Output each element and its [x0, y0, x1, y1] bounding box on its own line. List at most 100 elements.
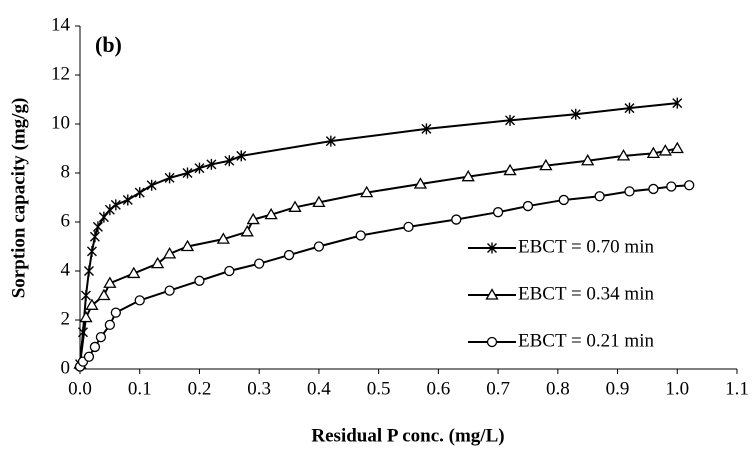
x-tick-label: 1.1	[725, 378, 749, 399]
point	[672, 97, 683, 109]
y-tick-label: 10	[51, 112, 70, 133]
point	[85, 298, 99, 310]
x-tick-label: 0.5	[367, 378, 391, 399]
legend-label: EBCT = 0.70 min	[518, 236, 654, 257]
point	[503, 163, 517, 176]
point	[164, 285, 175, 296]
point	[98, 211, 109, 223]
point	[110, 199, 121, 211]
point	[79, 310, 93, 323]
point	[236, 150, 247, 162]
point	[224, 155, 235, 167]
point	[684, 180, 695, 191]
point	[83, 351, 95, 362]
point	[581, 153, 595, 166]
point	[283, 249, 295, 261]
point	[240, 225, 254, 237]
point	[413, 177, 428, 189]
point	[180, 239, 195, 252]
point	[104, 319, 116, 331]
point	[648, 183, 659, 195]
point	[97, 288, 111, 301]
point	[194, 162, 205, 174]
point	[264, 207, 278, 220]
point	[312, 195, 326, 208]
point	[313, 241, 325, 252]
point	[151, 256, 165, 269]
legend-marker	[486, 336, 498, 348]
y-tick-label: 0	[61, 357, 71, 378]
x-tick-label: 1.0	[665, 378, 689, 399]
legend-marker	[485, 288, 499, 300]
series-line	[79, 102, 678, 365]
point	[162, 247, 177, 259]
y-axis-title: Sorption capacity (mg/g)	[8, 98, 29, 299]
x-tick-label: 0.9	[606, 378, 630, 399]
point	[127, 266, 141, 279]
point	[624, 102, 635, 114]
point	[83, 265, 94, 277]
y-tick-label: 2	[61, 308, 71, 329]
point	[492, 207, 504, 218]
y-tick-label: 14	[51, 14, 71, 35]
y-tick-label: 4	[61, 259, 71, 280]
point	[146, 179, 157, 191]
point	[122, 194, 133, 206]
point	[570, 108, 581, 120]
point	[86, 245, 97, 257]
point	[461, 169, 475, 182]
point	[360, 185, 374, 198]
point	[104, 204, 115, 216]
point	[355, 230, 366, 241]
x-tick-label: 0.0	[68, 378, 92, 399]
point	[92, 221, 103, 233]
point	[103, 276, 117, 288]
point	[539, 158, 553, 171]
y-tick-label: 12	[51, 63, 70, 84]
point	[594, 191, 605, 202]
point	[558, 194, 569, 206]
x-tick-label: 0.6	[426, 378, 450, 399]
x-tick-label: 0.1	[128, 378, 152, 399]
x-axis-title: Residual P conc. (mg/L)	[311, 425, 504, 446]
point	[89, 231, 100, 243]
point	[670, 141, 684, 154]
point	[403, 221, 414, 233]
point	[134, 187, 145, 199]
point	[224, 265, 235, 277]
point	[658, 144, 672, 156]
legend-marker	[487, 242, 497, 254]
point	[288, 200, 302, 212]
point	[206, 158, 217, 170]
point	[325, 135, 336, 147]
x-tick-label: 0.2	[188, 378, 212, 399]
point	[134, 295, 145, 306]
point	[110, 307, 121, 318]
point	[421, 123, 432, 135]
point	[254, 258, 265, 269]
point	[505, 114, 516, 126]
point	[451, 214, 462, 225]
y-tick-label: 6	[61, 210, 71, 231]
point	[646, 146, 661, 159]
point	[616, 149, 631, 161]
point	[89, 341, 101, 353]
point	[95, 331, 107, 343]
point	[216, 232, 230, 244]
panel-label: (b)	[95, 32, 122, 57]
point	[246, 212, 260, 225]
point	[522, 200, 534, 212]
x-tick-label: 0.4	[307, 378, 331, 399]
x-tick-label: 0.3	[247, 378, 271, 399]
point	[666, 181, 677, 192]
point	[194, 275, 205, 286]
y-tick-label: 8	[61, 161, 71, 182]
point	[624, 186, 635, 197]
x-tick-label: 0.7	[486, 378, 510, 399]
point	[164, 172, 175, 184]
point	[80, 290, 91, 301]
point	[182, 167, 193, 179]
legend-label: EBCT = 0.21 min	[518, 330, 654, 351]
x-tick-label: 0.8	[546, 378, 570, 399]
